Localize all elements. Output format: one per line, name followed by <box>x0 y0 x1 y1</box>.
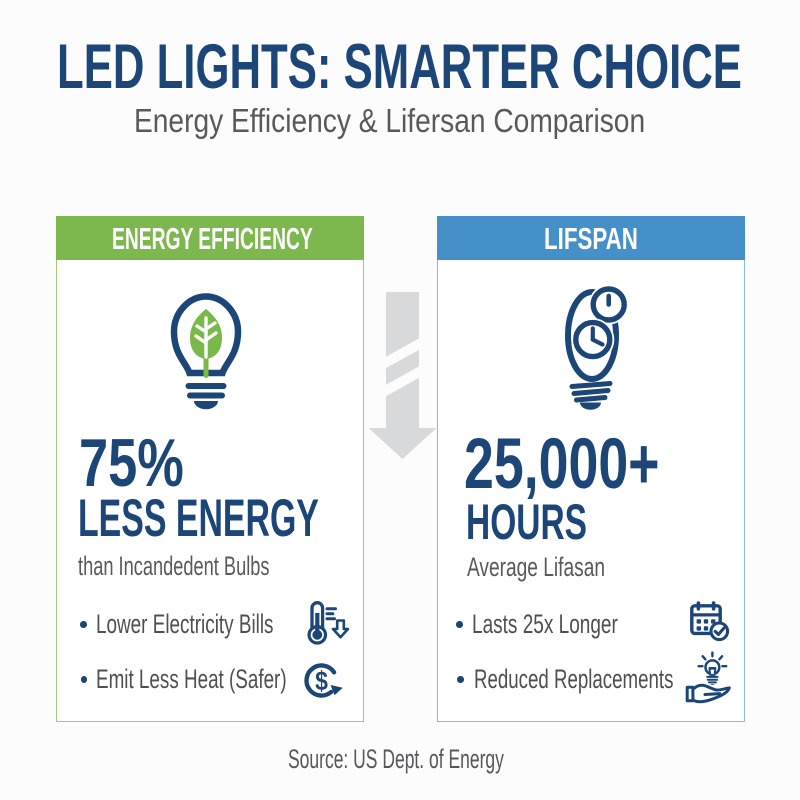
svg-text:$: $ <box>315 666 328 696</box>
